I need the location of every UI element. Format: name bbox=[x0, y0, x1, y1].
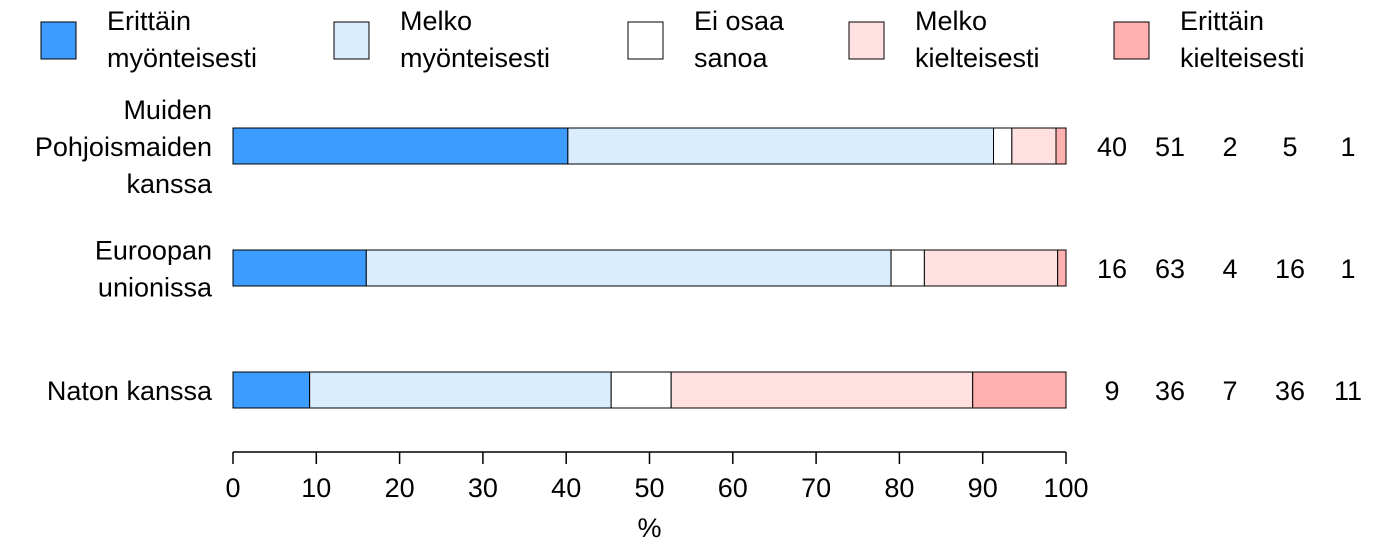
x-tick-label-10: 100 bbox=[1043, 473, 1088, 503]
bar-segment-2-2 bbox=[365, 249, 892, 287]
value-label-2-4: 16 bbox=[1275, 254, 1305, 284]
value-label-3-1: 9 bbox=[1104, 376, 1119, 406]
bar-segment-3-1 bbox=[232, 371, 311, 409]
x-axis-label: % bbox=[637, 513, 661, 543]
value-label-3-5: 11 bbox=[1334, 376, 1362, 406]
value-label-2-1: 16 bbox=[1097, 254, 1127, 284]
value-label-1-5: 1 bbox=[1340, 132, 1355, 162]
legend-label-3: Ei osaa sanoa bbox=[694, 6, 785, 73]
value-label-2-2: 63 bbox=[1155, 254, 1185, 284]
bar-segment-3-2 bbox=[309, 371, 612, 409]
x-axis: 0 10 20 30 40 50 60 70 80 90 100% bbox=[225, 451, 1089, 543]
category-label-3: Naton kanssa bbox=[47, 376, 213, 406]
legend-swatch-4 bbox=[848, 21, 885, 60]
bar-segment-2-3 bbox=[890, 249, 925, 287]
x-tick-label-1: 10 bbox=[301, 473, 331, 503]
legend-label-4: Melko kielteisesti bbox=[915, 6, 1040, 73]
legend-swatch-3 bbox=[627, 21, 664, 60]
x-tick-label-7: 70 bbox=[801, 473, 831, 503]
bar-segment-3-5 bbox=[972, 371, 1067, 409]
value-labels: 40 51 2 5 116 63 4 16 19 36 7 36 11 bbox=[1097, 132, 1362, 406]
bar-segment-2-5 bbox=[1057, 249, 1067, 287]
bar-segment-2-1 bbox=[232, 249, 367, 287]
value-label-1-2: 51 bbox=[1155, 132, 1185, 162]
value-label-2-5: 1 bbox=[1340, 254, 1355, 284]
x-tick-label-9: 90 bbox=[968, 473, 998, 503]
value-label-1-4: 5 bbox=[1282, 132, 1297, 162]
value-label-1-1: 40 bbox=[1097, 132, 1127, 162]
legend-label-2: Melko myönteisesti bbox=[400, 6, 550, 73]
legend-label-1: Erittäin myönteisesti bbox=[107, 6, 257, 73]
x-tick-label-2: 20 bbox=[385, 473, 415, 503]
legend: Erittäin myönteisesti Melko myönteisesti Ei … bbox=[40, 6, 1305, 73]
x-tick-label-5: 50 bbox=[634, 473, 664, 503]
bar-segment-1-2 bbox=[567, 127, 995, 165]
value-label-3-3: 7 bbox=[1222, 376, 1237, 406]
category-labels: Muiden Pohjoismaiden kanssa Euroopan unionis… bbox=[35, 95, 213, 406]
value-label-2-3: 4 bbox=[1222, 254, 1237, 284]
value-label-1-3: 2 bbox=[1222, 132, 1237, 162]
bar-segment-1-1 bbox=[232, 127, 569, 165]
bar-segment-3-4 bbox=[670, 371, 974, 409]
value-label-3-4: 36 bbox=[1275, 376, 1305, 406]
value-label-3-2: 36 bbox=[1155, 376, 1185, 406]
category-label-1: Muiden Pohjoismaiden kanssa bbox=[35, 95, 213, 199]
bars bbox=[232, 127, 1067, 409]
x-tick-label-4: 40 bbox=[551, 473, 581, 503]
legend-swatch-2 bbox=[333, 21, 370, 60]
bar-segment-2-4 bbox=[923, 249, 1059, 287]
legend-label-5: Erittäin kielteisesti bbox=[1180, 6, 1305, 73]
x-tick-label-3: 30 bbox=[468, 473, 498, 503]
x-tick-label-0: 0 bbox=[225, 473, 240, 503]
bar-segment-1-5 bbox=[1055, 127, 1067, 165]
legend-swatch-1 bbox=[40, 21, 77, 60]
x-tick-label-8: 80 bbox=[884, 473, 914, 503]
x-tick-label-6: 60 bbox=[718, 473, 748, 503]
legend-swatch-5 bbox=[1113, 21, 1150, 60]
bar-segment-1-3 bbox=[993, 127, 1013, 165]
category-label-2: Euroopan unionissa bbox=[95, 236, 213, 303]
bar-segment-3-3 bbox=[610, 371, 672, 409]
bar-segment-1-4 bbox=[1011, 127, 1057, 165]
